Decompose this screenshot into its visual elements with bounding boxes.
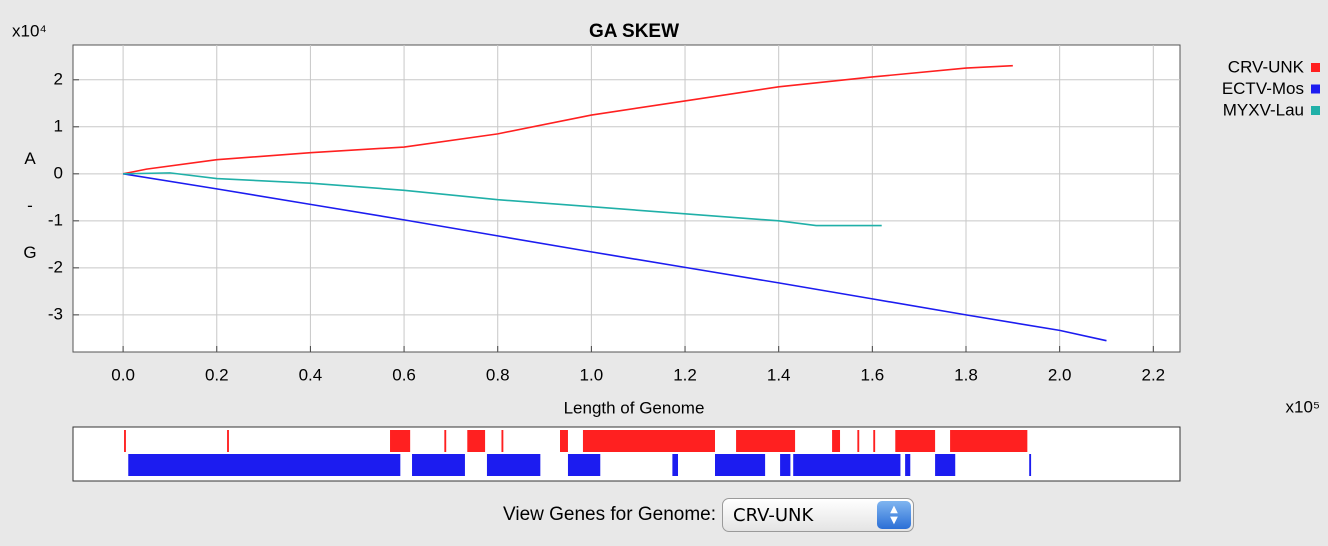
x-tick-label: 0.8 — [486, 365, 510, 384]
x-tick-label: 0.0 — [111, 365, 135, 384]
gene-segment — [935, 454, 956, 476]
gene-segment — [560, 430, 568, 452]
gene-segment — [780, 454, 791, 476]
x-tick-label: 0.2 — [205, 365, 229, 384]
genome-select-label: View Genes for Genome: — [503, 504, 716, 525]
y-tick-label: -2 — [48, 257, 63, 276]
legend-swatch — [1311, 84, 1320, 94]
gene-segment — [736, 430, 796, 452]
y-tick-label: 2 — [54, 69, 63, 88]
gene-segment — [390, 430, 411, 452]
x-tick-label: 1.4 — [767, 365, 791, 384]
gene-segment — [857, 430, 860, 452]
x-tick-label: 2.0 — [1048, 365, 1072, 384]
gene-segment — [715, 454, 766, 476]
gene-segment — [567, 454, 601, 476]
series-line — [123, 172, 882, 227]
gene-segment — [467, 430, 486, 452]
x-tick-label: 1.8 — [954, 365, 978, 384]
genome-select[interactable]: CRV-UNK ▲ ▼ — [722, 498, 914, 532]
x-axis-label: Length of Genome — [564, 398, 705, 417]
gene-segment — [444, 430, 447, 452]
series-line — [122, 64, 1013, 175]
x-tick-label: 0.4 — [299, 365, 323, 384]
x-tick-label: 1.6 — [861, 365, 885, 384]
gene-segment — [501, 430, 504, 452]
legend-label: CRV-UNK — [1228, 57, 1305, 76]
y-tick-label: 1 — [54, 116, 63, 135]
gene-segment — [227, 430, 229, 452]
y-multiplier: x10⁴ — [12, 21, 47, 40]
genome-select-value: CRV-UNK — [733, 504, 814, 526]
legend-swatch — [1311, 106, 1320, 115]
select-stepper: ▲ ▼ — [877, 501, 911, 529]
legend-label: MYXV-Lau — [1223, 100, 1304, 119]
gene-segment — [486, 454, 541, 476]
y-tick-label: -3 — [48, 304, 63, 323]
x-tick-label: 1.2 — [673, 365, 697, 384]
gene-segment — [672, 454, 679, 476]
gene-segment — [128, 454, 401, 476]
gene-segment — [1029, 454, 1032, 476]
x-tick-label: 0.6 — [392, 365, 416, 384]
legend-label: ECTV-Mos — [1222, 79, 1304, 98]
gene-segment — [905, 454, 911, 476]
gene-segment — [832, 430, 841, 452]
chart-title: GA SKEW — [589, 21, 679, 42]
legend-swatch — [1311, 63, 1320, 72]
y-tick-label: -1 — [48, 210, 63, 229]
gene-segment — [793, 454, 901, 476]
gene-segment — [895, 430, 936, 452]
gene-segment — [412, 454, 465, 476]
gene-segment — [950, 430, 1028, 452]
gene-segment — [873, 430, 876, 452]
x-tick-label: 2.2 — [1141, 365, 1165, 384]
gene-segment — [582, 430, 716, 452]
y-axis-label: A -G — [23, 149, 36, 262]
x-tick-label: 1.0 — [580, 365, 604, 384]
gene-segment — [124, 430, 126, 452]
series-line — [122, 173, 1107, 342]
x-multiplier: x10⁵ — [1286, 397, 1320, 416]
plot-area — [72, 44, 1181, 353]
y-tick-label: 0 — [54, 163, 63, 182]
